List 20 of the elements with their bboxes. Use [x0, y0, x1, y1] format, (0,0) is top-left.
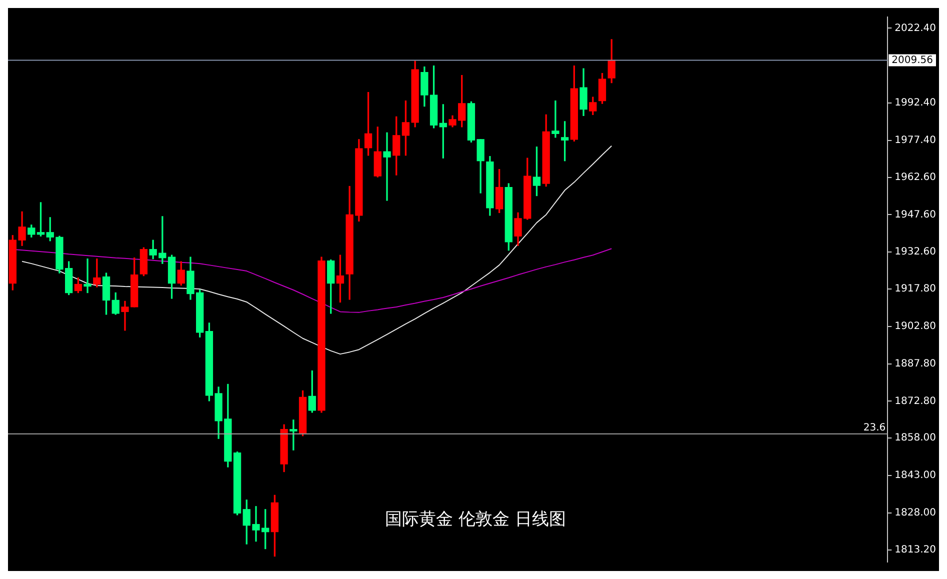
y-tick-label: 1932.60 [894, 246, 936, 258]
y-tick-label: 1872.80 [894, 396, 936, 407]
y-tick-label: 1858.00 [894, 432, 936, 444]
y-tick-label: 1962.60 [894, 172, 936, 183]
y-tick-label: 1992.40 [894, 98, 936, 109]
y-tick-label: 1813.20 [894, 544, 936, 556]
candlestick [383, 132, 391, 201]
y-tick-label: 2022.40 [894, 22, 936, 34]
y-tick-label: 1947.60 [894, 209, 936, 220]
y-tick-label: 1828.00 [894, 507, 936, 518]
ref-line-label: 2009.56 [892, 54, 934, 66]
y-tick-label: 1843.00 [894, 470, 936, 482]
y-tick-label: 1902.80 [894, 320, 936, 332]
y-tick-label: 1887.80 [894, 358, 936, 370]
candlestick [552, 100, 560, 138]
annotation: 国际黄金 伦敦金 日线图 [385, 509, 566, 530]
y-tick-label: 1917.80 [894, 284, 936, 295]
annotation: 23.6 [863, 422, 886, 434]
candlestick [84, 258, 92, 294]
y-tick-label: 1977.40 [894, 135, 936, 146]
